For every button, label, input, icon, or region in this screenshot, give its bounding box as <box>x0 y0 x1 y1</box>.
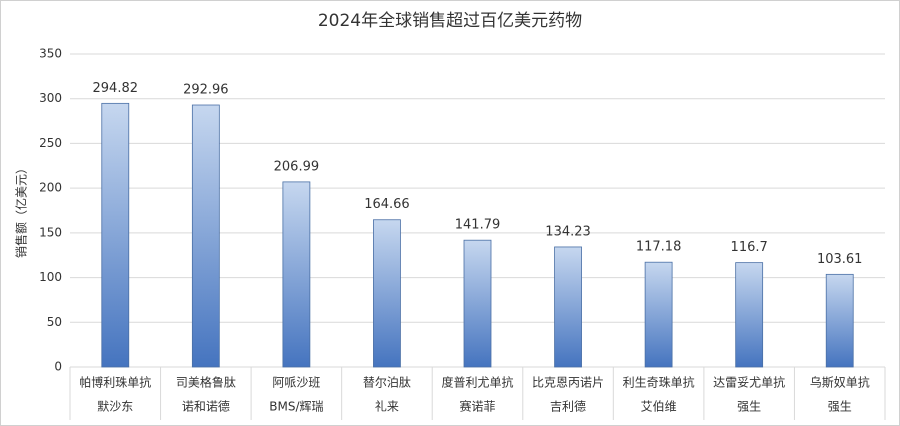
x-tick-sublabel: 诺和诺德 <box>182 399 230 414</box>
y-tick-label: 200 <box>39 181 62 195</box>
value-label: 292.96 <box>183 83 229 98</box>
x-tick-sublabel: BMS/辉瑞 <box>269 400 323 414</box>
bar <box>373 219 401 368</box>
x-tick-sublabel: 吉利德 <box>550 399 586 414</box>
bar <box>191 104 220 368</box>
bar <box>463 239 492 368</box>
y-tick-label: 50 <box>47 315 62 329</box>
chart-title: 2024年全球销售超过百亿美元药物 <box>318 11 582 31</box>
bar <box>282 181 311 368</box>
x-tick-label: 替尔泊肽 <box>363 375 411 390</box>
value-label: 206.99 <box>274 159 320 174</box>
bar <box>825 273 854 368</box>
y-tick-label: 300 <box>39 91 62 105</box>
x-tick-sublabel: 强生 <box>737 400 761 414</box>
value-label: 164.66 <box>364 197 410 212</box>
y-tick-label: 100 <box>39 270 62 284</box>
y-tick-label: 0 <box>54 360 62 374</box>
x-tick-label: 帕博利珠单抗 <box>79 375 151 390</box>
value-label: 103.61 <box>817 252 863 267</box>
bar <box>644 261 673 368</box>
x-tick-label: 司美格鲁肽 <box>176 375 236 390</box>
x-tick-label: 乌斯奴单抗 <box>810 375 870 390</box>
value-label: 116.7 <box>731 240 768 255</box>
bar <box>554 246 582 368</box>
x-tick-sublabel: 艾伯维 <box>641 399 677 414</box>
y-tick-label: 150 <box>39 225 62 239</box>
x-tick-label: 度普利尤单抗 <box>441 375 513 390</box>
x-tick-sublabel: 赛诺菲 <box>459 399 495 414</box>
bar <box>735 262 764 368</box>
bar <box>101 102 130 368</box>
x-tick-sublabel: 默沙东 <box>97 399 133 414</box>
value-label: 141.79 <box>455 218 501 233</box>
x-tick-sublabel: 礼来 <box>375 399 399 414</box>
value-label: 134.23 <box>545 224 591 239</box>
x-tick-label: 阿哌沙班 <box>272 376 320 390</box>
x-tick-label: 比克恩丙诺片 <box>532 376 604 390</box>
value-label: 117.18 <box>636 240 682 255</box>
x-tick-sublabel: 强生 <box>828 400 852 414</box>
x-tick-label: 利生奇珠单抗 <box>623 375 695 390</box>
value-label: 294.82 <box>93 81 139 96</box>
y-axis-label: 销售额（亿美元） <box>14 162 29 258</box>
x-tick-label: 达雷妥尤单抗 <box>713 375 785 390</box>
y-tick-label: 250 <box>39 136 62 150</box>
y-tick-label: 350 <box>39 47 62 61</box>
